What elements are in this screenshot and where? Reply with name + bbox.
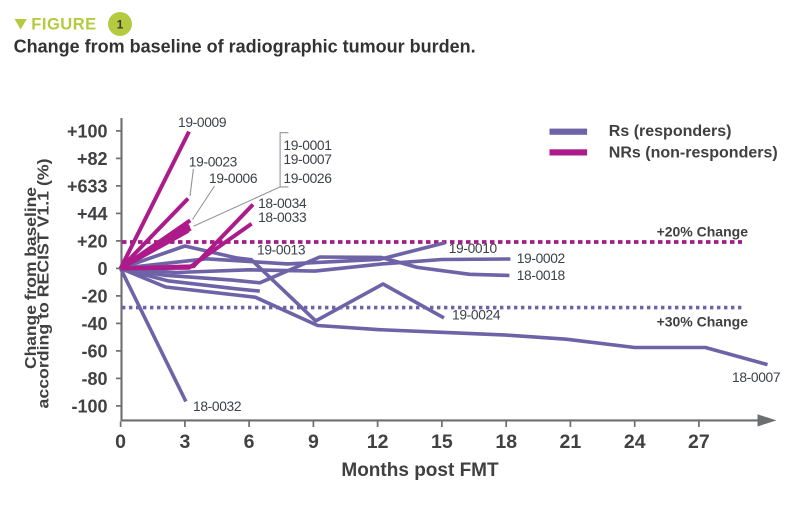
svg-text:0: 0 bbox=[115, 431, 126, 453]
svg-text:19-0010: 19-0010 bbox=[449, 241, 498, 256]
svg-text:-60: -60 bbox=[81, 342, 107, 362]
svg-text:Rs (responders): Rs (responders) bbox=[609, 123, 732, 140]
svg-text:21: 21 bbox=[560, 431, 582, 453]
svg-text:18-0007: 18-0007 bbox=[732, 370, 780, 385]
svg-text:1: 1 bbox=[117, 18, 124, 32]
svg-text:Months post FMT: Months post FMT bbox=[341, 460, 499, 481]
svg-text:19-0002: 19-0002 bbox=[517, 251, 565, 266]
svg-text:19-0026: 19-0026 bbox=[283, 171, 332, 186]
svg-text:+20% Change: +20% Change bbox=[657, 224, 749, 240]
svg-text:19-0024: 19-0024 bbox=[452, 308, 501, 323]
svg-text:19-0013: 19-0013 bbox=[257, 243, 306, 258]
svg-text:18-0032: 18-0032 bbox=[193, 399, 241, 414]
svg-text:0: 0 bbox=[97, 259, 107, 279]
svg-text:Change from baseline: Change from baseline bbox=[23, 187, 40, 369]
svg-text:-100: -100 bbox=[71, 397, 107, 417]
svg-text:12: 12 bbox=[367, 431, 389, 453]
svg-text:18-0034: 18-0034 bbox=[258, 196, 307, 211]
svg-text:3: 3 bbox=[179, 431, 190, 453]
svg-text:19-0023: 19-0023 bbox=[189, 155, 238, 170]
svg-text:19-0001: 19-0001 bbox=[283, 138, 331, 153]
svg-text:19-0006: 19-0006 bbox=[209, 171, 258, 186]
svg-text:NRs (non-responders): NRs (non-responders) bbox=[609, 145, 778, 162]
svg-text:according to RECIST V1.1 (%): according to RECIST V1.1 (%) bbox=[36, 159, 53, 409]
svg-text:15: 15 bbox=[431, 431, 453, 453]
svg-text:FIGURE: FIGURE bbox=[31, 16, 96, 34]
svg-text:-80: -80 bbox=[81, 369, 107, 389]
svg-text:27: 27 bbox=[688, 431, 710, 453]
svg-text:Change from baseline of radiog: Change from baseline of radiographic tum… bbox=[14, 37, 476, 57]
svg-text:+82: +82 bbox=[77, 149, 108, 169]
svg-text:-20: -20 bbox=[81, 287, 107, 307]
svg-text:9: 9 bbox=[308, 431, 319, 453]
svg-text:19-0007: 19-0007 bbox=[283, 152, 331, 167]
svg-text:+100: +100 bbox=[67, 122, 108, 142]
svg-text:+30% Change: +30% Change bbox=[657, 314, 749, 330]
svg-text:18-0033: 18-0033 bbox=[258, 210, 307, 225]
svg-text:18: 18 bbox=[495, 431, 517, 453]
svg-text:+44: +44 bbox=[77, 204, 108, 224]
svg-text:-40: -40 bbox=[81, 314, 107, 334]
svg-text:+633: +633 bbox=[67, 177, 108, 197]
svg-text:19-0009: 19-0009 bbox=[178, 115, 227, 130]
svg-text:24: 24 bbox=[624, 431, 646, 453]
svg-text:+20: +20 bbox=[77, 232, 108, 252]
svg-text:18-0018: 18-0018 bbox=[517, 268, 566, 283]
svg-text:6: 6 bbox=[244, 431, 255, 453]
